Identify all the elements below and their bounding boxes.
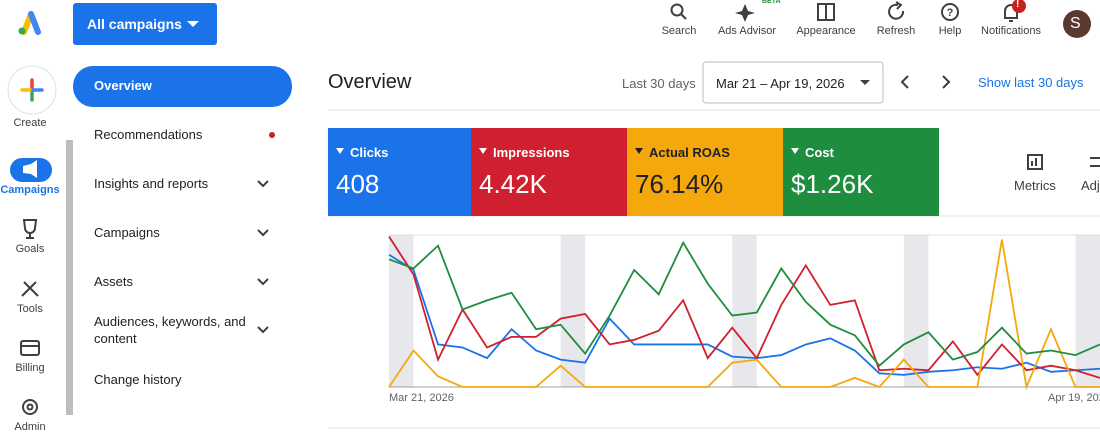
badge-dot bbox=[269, 132, 275, 138]
metric-name[interactable]: Cost bbox=[805, 145, 834, 160]
scorecard[interactable] bbox=[627, 128, 783, 216]
sidebar-item[interactable]: Assets bbox=[94, 274, 134, 289]
metric-arrow bbox=[336, 148, 344, 154]
rail-label[interactable]: Billing bbox=[15, 362, 45, 374]
notification-dot bbox=[1012, 0, 1026, 13]
series-line bbox=[388, 236, 1100, 379]
metric-arrow bbox=[791, 148, 799, 154]
sidebar-item[interactable]: Recommendations bbox=[94, 127, 203, 142]
scorecard[interactable] bbox=[783, 128, 939, 216]
sidebar-item[interactable]: Insights and reports bbox=[94, 176, 209, 191]
scorecard[interactable] bbox=[471, 128, 627, 216]
logo bbox=[18, 11, 41, 35]
top-action[interactable]: Notifications bbox=[981, 25, 1041, 37]
sidebar-active bbox=[73, 66, 292, 107]
scorecard[interactable] bbox=[328, 128, 471, 216]
series-line bbox=[388, 240, 1100, 368]
rail-label[interactable]: Campaigns bbox=[0, 184, 60, 196]
date-picker[interactable] bbox=[702, 61, 884, 104]
rail-label[interactable]: Admin bbox=[14, 421, 46, 433]
series-line bbox=[388, 239, 1100, 391]
weekend-band bbox=[1075, 235, 1100, 387]
link[interactable]: Show last 30 days bbox=[978, 75, 1084, 90]
tool-label[interactable]: Metrics bbox=[1014, 178, 1056, 193]
avatar-letter: S bbox=[1070, 15, 1081, 32]
metric-total: $1.26K bbox=[791, 169, 874, 199]
sidebar-item[interactable]: Campaigns bbox=[94, 225, 160, 240]
beta-badge: BETA bbox=[762, 0, 781, 5]
top-action[interactable]: Ads Advisor bbox=[717, 25, 777, 37]
tool-label[interactable]: Adj bbox=[1081, 178, 1100, 193]
metric-total: 4.42K bbox=[479, 169, 547, 199]
svg-text:?: ? bbox=[947, 7, 954, 19]
scrollbar[interactable] bbox=[66, 140, 73, 415]
metric-total: 408 bbox=[336, 169, 380, 199]
rail-label[interactable]: Goals bbox=[15, 243, 45, 255]
x-tick-label: Mar 21, 2026 bbox=[389, 392, 454, 404]
weekend-band bbox=[903, 235, 929, 387]
metric-name[interactable]: Clicks bbox=[350, 145, 389, 160]
metric-name[interactable]: Impressions bbox=[493, 145, 570, 160]
sidebar-item[interactable]: Overview bbox=[94, 78, 152, 93]
metric-name[interactable]: Actual ROAS bbox=[649, 145, 730, 160]
rail-label[interactable]: Create bbox=[13, 117, 47, 129]
chart: Mar 21, 2026 Apr 19, 2026 bbox=[388, 234, 1100, 404]
top-action[interactable]: Search bbox=[661, 25, 697, 37]
sidebar-item[interactable]: Change history bbox=[94, 372, 182, 387]
x-tick-label: Apr 19, 2026 bbox=[1048, 392, 1100, 404]
campaign-picker[interactable] bbox=[73, 3, 217, 45]
weekend-band bbox=[732, 235, 757, 387]
top-action[interactable]: Help bbox=[938, 25, 962, 37]
notification-badge: ! bbox=[1016, 0, 1020, 10]
metric-total: 76.14% bbox=[635, 169, 724, 199]
top-action[interactable]: Appearance bbox=[796, 25, 856, 37]
rail-label[interactable]: Tools bbox=[17, 303, 43, 315]
metric-arrow bbox=[479, 148, 487, 154]
page-title: Overview bbox=[328, 71, 412, 93]
metric-arrow bbox=[635, 148, 643, 154]
top-icons: ? bbox=[670, 1, 1018, 22]
weekend-band bbox=[560, 235, 586, 387]
top-action[interactable]: Refresh bbox=[876, 25, 916, 37]
date-range[interactable]: Mar 21 – Apr 19, 2026 bbox=[716, 76, 845, 91]
avatar-circle[interactable] bbox=[1063, 10, 1091, 38]
button-label[interactable]: All campaigns bbox=[87, 16, 182, 32]
range-label: Last 30 days bbox=[622, 76, 696, 91]
sidebar-item[interactable]: Audiences, keywords, and content bbox=[94, 314, 246, 346]
